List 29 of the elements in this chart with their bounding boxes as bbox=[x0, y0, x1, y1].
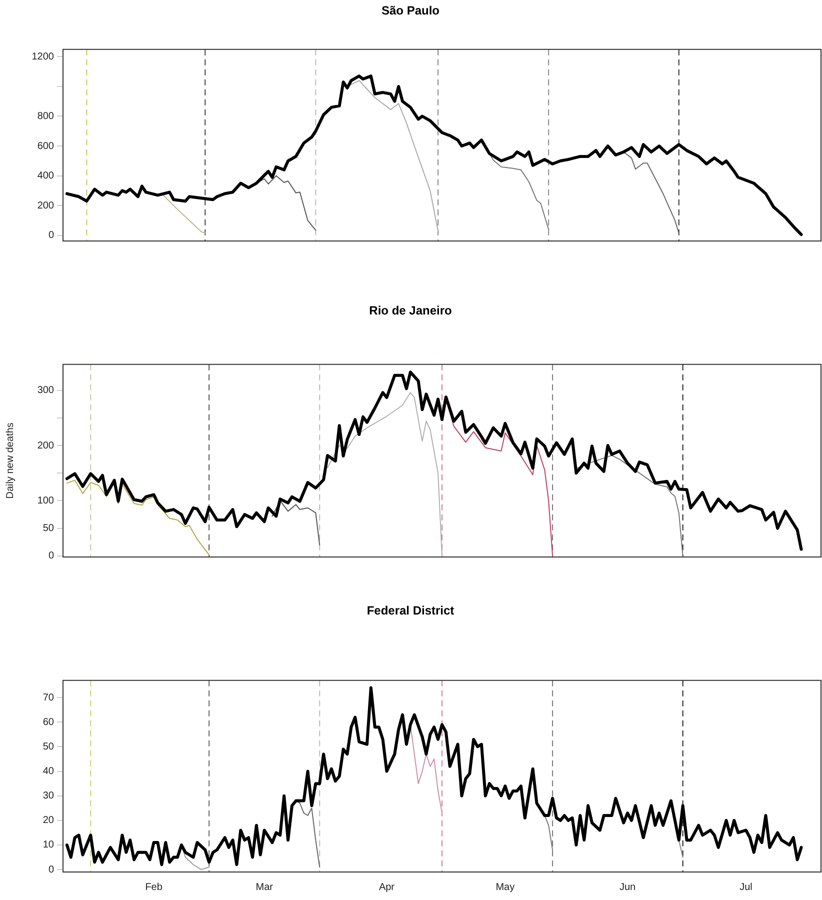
y-tick-label: 300 bbox=[37, 385, 54, 396]
y-tick-label: 200 bbox=[37, 200, 54, 212]
chart-title: Federal District bbox=[366, 604, 454, 618]
y-tick-label: 0 bbox=[48, 230, 54, 242]
x-tick-label: Apr bbox=[378, 882, 396, 893]
x-tick-label: Jun bbox=[619, 882, 636, 893]
x-tick-label: May bbox=[496, 882, 515, 893]
y-tick-label: 70 bbox=[42, 692, 54, 704]
y-tick-label: 30 bbox=[42, 790, 54, 802]
y-tick-label: 800 bbox=[37, 110, 54, 122]
y-tick-label: 100 bbox=[37, 495, 54, 506]
y-tick-label: 1200 bbox=[32, 51, 54, 62]
y-tick-label: 50 bbox=[42, 741, 54, 752]
y-tick-label: 50 bbox=[42, 523, 54, 534]
x-tick-label: Jul bbox=[740, 882, 752, 893]
x-tick-label: Mar bbox=[256, 882, 274, 893]
y-axis-title: Daily new deaths bbox=[4, 422, 16, 499]
chart-title: Rio de Janeiro bbox=[369, 304, 452, 318]
y-tick-label: 0 bbox=[48, 864, 54, 876]
y-tick-label: 40 bbox=[42, 766, 54, 778]
y-tick-label: 0 bbox=[48, 550, 54, 562]
y-tick-label: 60 bbox=[42, 716, 54, 728]
y-tick-label: 200 bbox=[37, 440, 54, 452]
y-tick-label: 20 bbox=[42, 815, 54, 826]
y-tick-label: 400 bbox=[37, 170, 54, 182]
chart-title: São Paulo bbox=[381, 4, 440, 18]
y-tick-label: 600 bbox=[37, 140, 54, 152]
y-tick-label: 10 bbox=[42, 840, 54, 851]
x-tick-label: Feb bbox=[145, 882, 163, 893]
